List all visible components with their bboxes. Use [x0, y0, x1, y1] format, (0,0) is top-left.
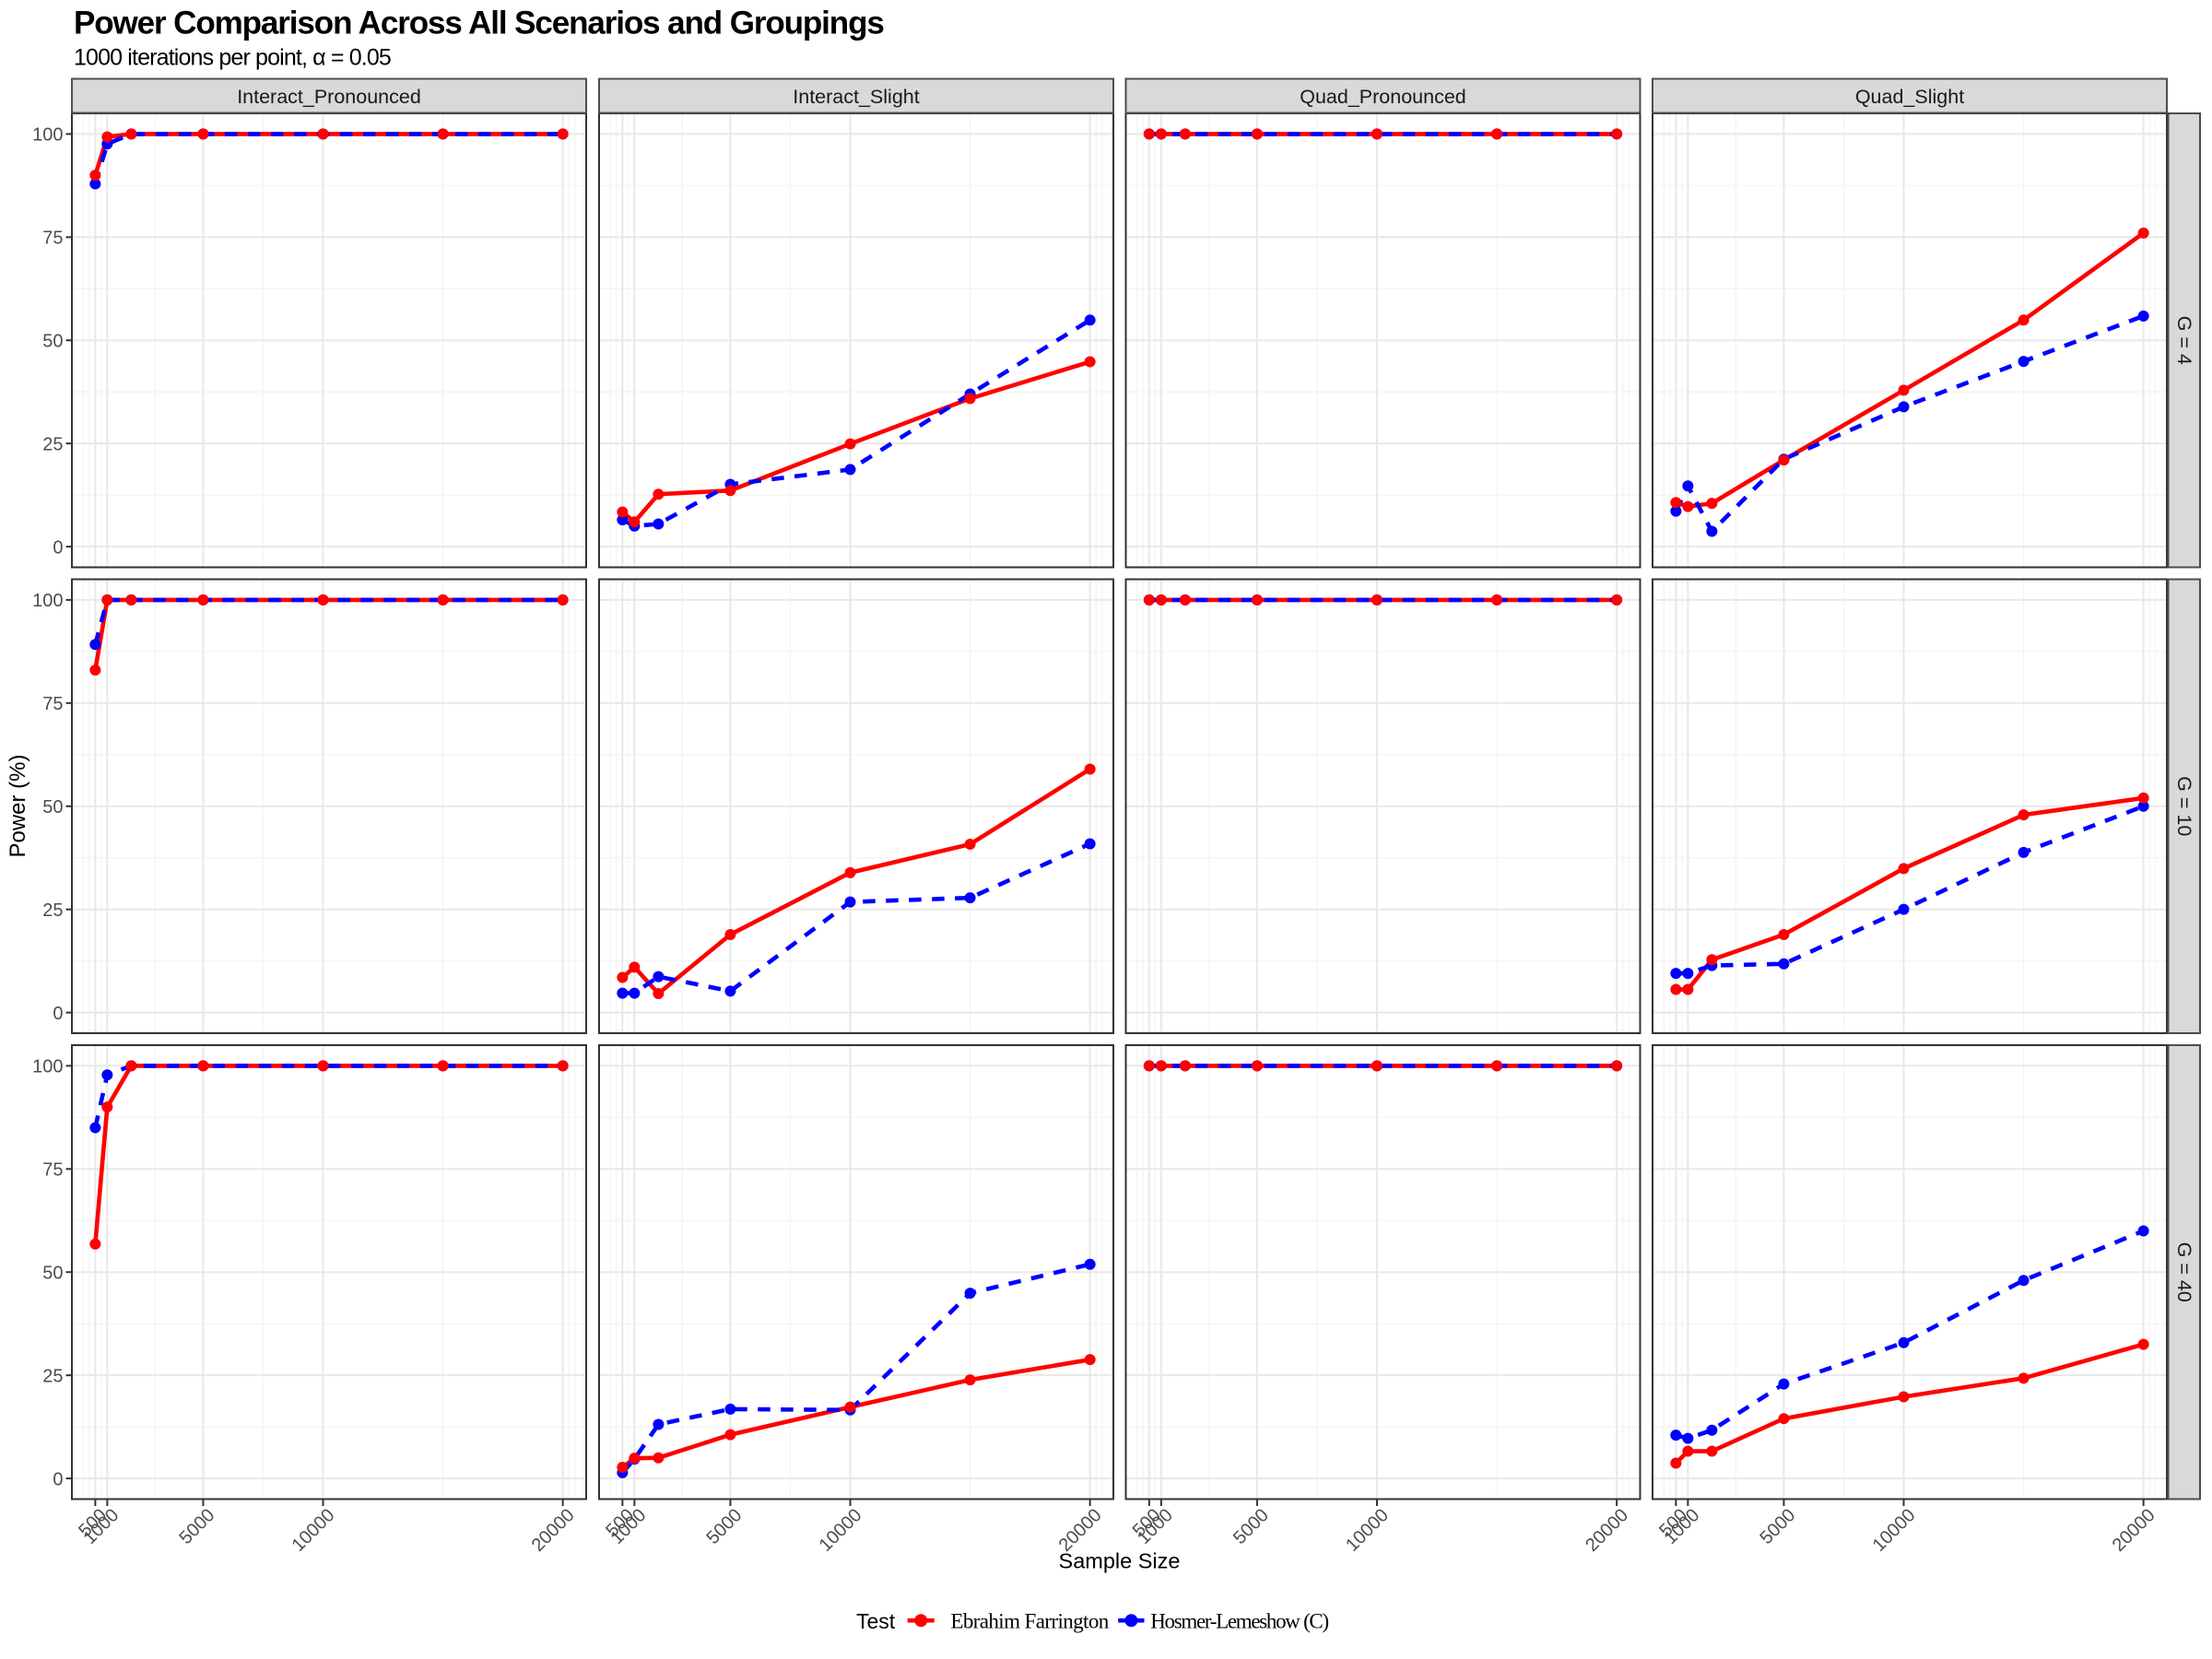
svg-text:Power (%): Power (%) [6, 754, 30, 857]
svg-text:100: 100 [32, 591, 63, 611]
svg-text:Hosmer-Lemeshow (C): Hosmer-Lemeshow (C) [1150, 1609, 1328, 1632]
svg-text:0: 0 [53, 1469, 63, 1489]
svg-text:25: 25 [42, 434, 63, 454]
svg-text:25: 25 [42, 900, 63, 921]
svg-text:Ebrahim Farrington: Ebrahim Farrington [950, 1609, 1109, 1632]
svg-text:75: 75 [42, 1160, 63, 1181]
svg-text:100: 100 [32, 1057, 63, 1077]
svg-text:Power Comparison Across All Sc: Power Comparison Across All Scenarios an… [74, 6, 884, 41]
svg-text:Interact_Slight: Interact_Slight [793, 86, 919, 108]
svg-text:50: 50 [42, 797, 63, 818]
svg-text:1000 iterations per point, α =: 1000 iterations per point, α = 0.05 [74, 45, 391, 71]
svg-text:75: 75 [42, 229, 63, 249]
svg-text:Sample Size: Sample Size [1059, 1549, 1181, 1573]
svg-text:0: 0 [53, 537, 63, 558]
svg-text:G = 10: G = 10 [2173, 776, 2195, 836]
svg-text:G = 4: G = 4 [2173, 316, 2195, 365]
svg-text:75: 75 [42, 694, 63, 714]
svg-text:Quad_Slight: Quad_Slight [1855, 86, 1964, 108]
svg-text:G = 40: G = 40 [2173, 1242, 2195, 1302]
svg-text:Quad_Pronounced: Quad_Pronounced [1300, 86, 1466, 108]
svg-text:Test: Test [856, 1609, 896, 1633]
svg-text:50: 50 [42, 1263, 63, 1283]
svg-text:Interact_Pronounced: Interact_Pronounced [237, 86, 421, 108]
svg-text:50: 50 [42, 331, 63, 351]
svg-text:25: 25 [42, 1366, 63, 1386]
svg-text:0: 0 [53, 1004, 63, 1024]
svg-text:100: 100 [32, 125, 63, 146]
